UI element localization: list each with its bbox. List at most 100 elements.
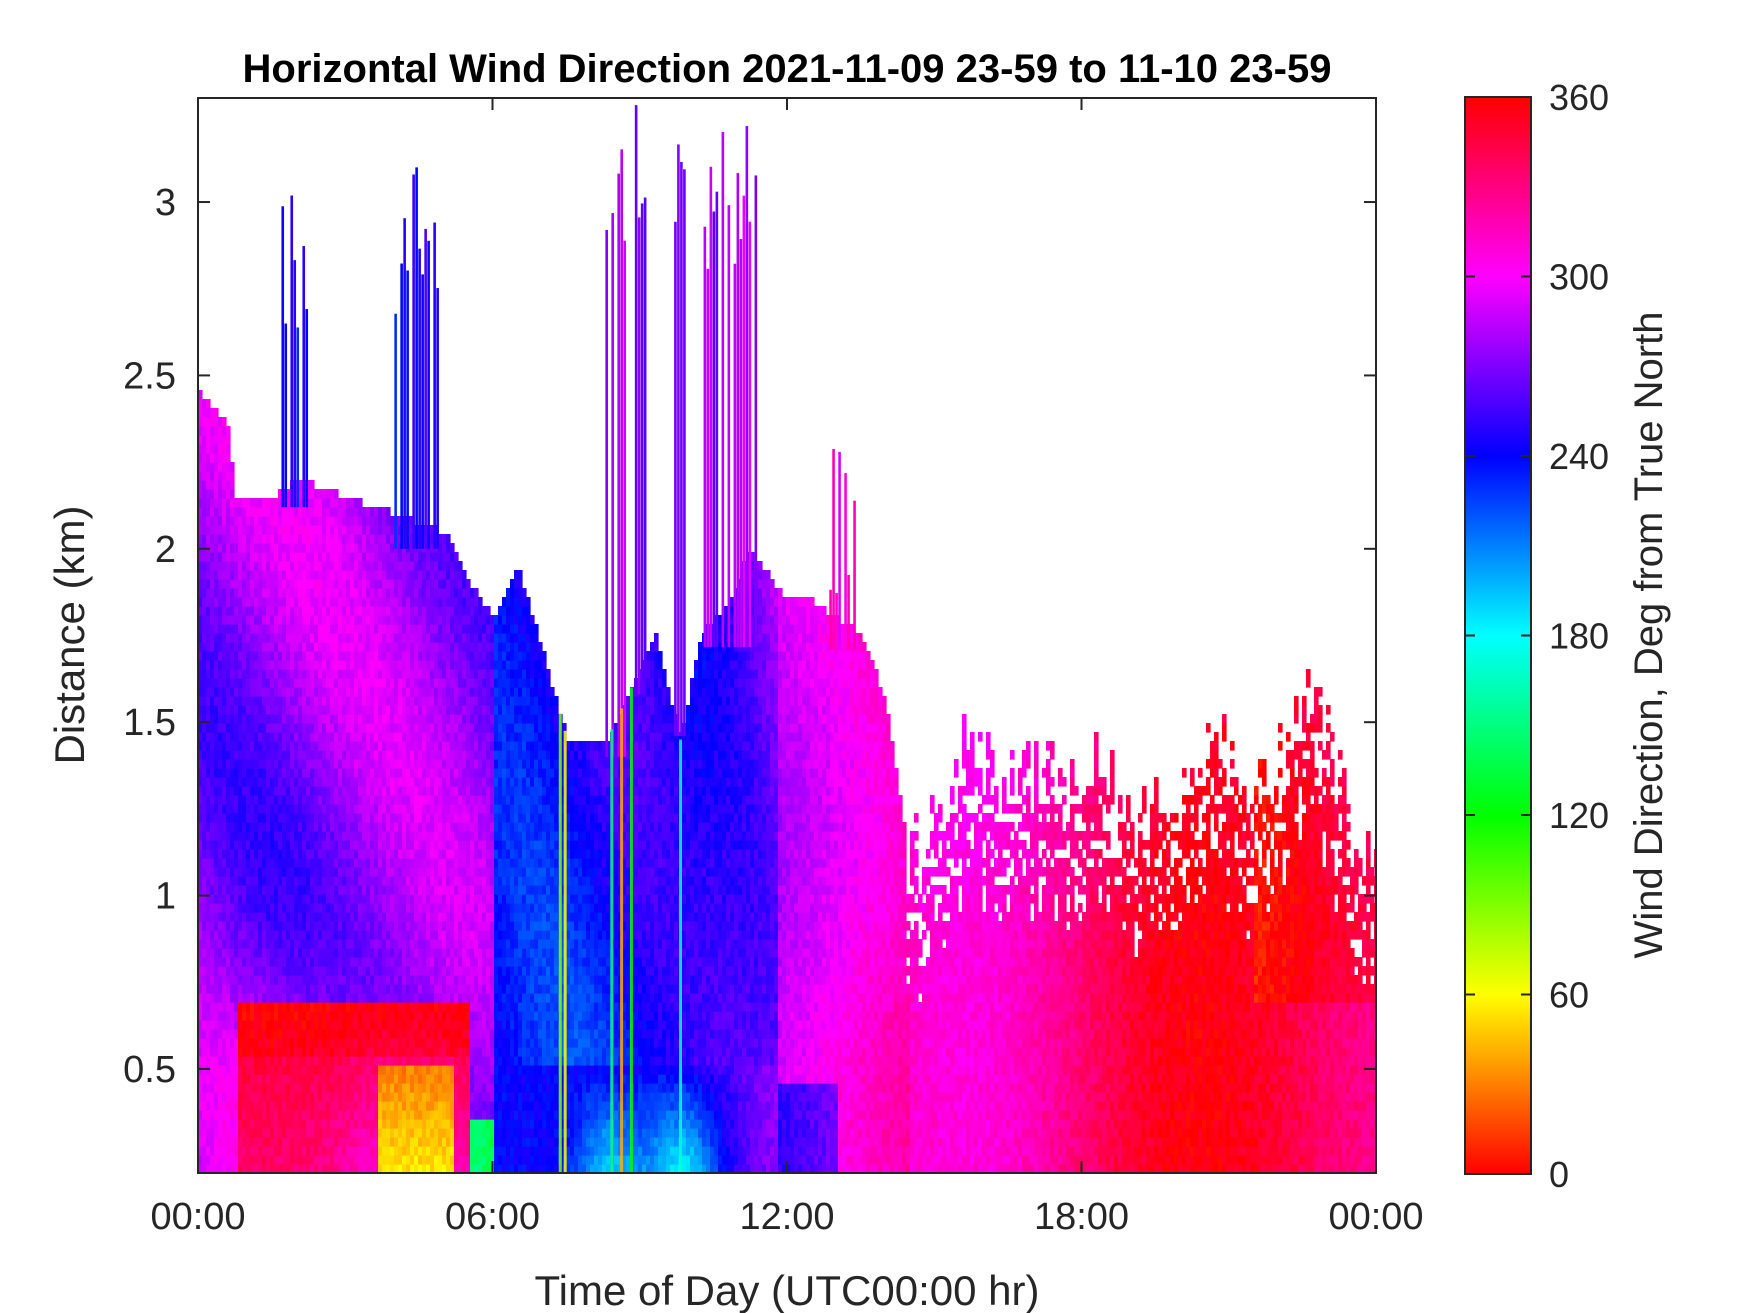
heatmap-cell: [426, 840, 431, 850]
heatmap-cell: [266, 894, 271, 904]
heatmap-cell: [450, 651, 455, 661]
heatmap-cell: [294, 1011, 299, 1021]
heatmap-cell: [286, 957, 291, 967]
heatmap-cell: [442, 624, 447, 634]
heatmap-cell: [374, 858, 379, 868]
heatmap-cell: [226, 615, 231, 625]
heatmap-cell: [358, 534, 363, 544]
heatmap-cell: [390, 759, 395, 769]
heatmap-cell: [338, 984, 343, 994]
heatmap-cell: [258, 948, 263, 958]
heatmap-cell: [258, 507, 263, 517]
heatmap-cell: [282, 939, 287, 949]
heatmap-cell: [414, 930, 419, 940]
heatmap-cell: [366, 948, 371, 958]
heatmap-cell: [370, 858, 375, 868]
heatmap-cell: [370, 534, 375, 544]
heatmap-cell: [418, 687, 423, 697]
heatmap-cell: [378, 642, 383, 652]
heatmap-cell: [230, 1110, 235, 1120]
heatmap-cell: [438, 615, 443, 625]
heatmap-cell: [330, 786, 335, 796]
heatmap-cell: [322, 912, 327, 922]
heatmap-cell: [258, 831, 263, 841]
heatmap-cell: [450, 867, 455, 877]
heatmap-cell: [306, 822, 311, 832]
heatmap-cell: [362, 723, 367, 733]
heatmap-cell: [222, 741, 227, 751]
heatmap-cell: [242, 966, 247, 976]
heatmap-cell: [378, 1002, 383, 1012]
heatmap-cell: [430, 957, 435, 967]
heatmap-cell: [458, 1038, 463, 1048]
heatmap-cell: [210, 1065, 215, 1075]
heatmap-cell: [338, 1155, 343, 1165]
heatmap-cell: [222, 1146, 227, 1156]
heatmap-cell: [354, 606, 359, 616]
heatmap-cell: [294, 1065, 299, 1075]
heatmap-cell: [386, 1155, 391, 1165]
heatmap-cell: [414, 948, 419, 958]
heatmap-cell: [330, 876, 335, 886]
heatmap-cell: [370, 723, 375, 733]
heatmap-cell: [230, 1029, 235, 1039]
heatmap-cell: [222, 597, 227, 607]
heatmap-cell: [226, 507, 231, 517]
heatmap-cell: [298, 525, 303, 535]
heatmap-cell: [222, 624, 227, 634]
heatmap-cell: [202, 831, 207, 841]
heatmap-cell: [214, 1020, 219, 1030]
heatmap-cell: [258, 993, 263, 1003]
heatmap-cell: [454, 975, 459, 985]
heatmap-cell: [262, 795, 267, 805]
heatmap-cell: [430, 849, 435, 859]
heatmap-cell: [374, 795, 379, 805]
heatmap-cell: [382, 777, 387, 787]
heatmap-cell: [262, 921, 267, 931]
heatmap-cell: [282, 1119, 287, 1129]
heatmap-cell: [266, 651, 271, 661]
heatmap-cell: [354, 525, 359, 535]
heatmap-cell: [294, 1020, 299, 1030]
heatmap-cell: [386, 669, 391, 679]
heatmap-cell: [262, 786, 267, 796]
heatmap-cell: [370, 651, 375, 661]
heatmap-cell: [278, 516, 283, 526]
heatmap-cell: [262, 849, 267, 859]
heatmap-cell: [366, 714, 371, 724]
heatmap-cell: [446, 822, 451, 832]
heatmap-cell: [334, 525, 339, 535]
heatmap-cell: [342, 597, 347, 607]
heatmap-cell: [298, 948, 303, 958]
heatmap-cell: [390, 840, 395, 850]
heatmap-cell: [362, 570, 367, 580]
heatmap-cell: [406, 975, 411, 985]
heatmap-cell: [346, 1101, 351, 1111]
heatmap-cell: [382, 624, 387, 634]
heatmap-cell: [406, 723, 411, 733]
heatmap-cell: [258, 786, 263, 796]
heatmap-cell: [222, 813, 227, 823]
heatmap-cell: [322, 615, 327, 625]
heatmap-cell: [222, 543, 227, 553]
heatmap-cell: [414, 759, 419, 769]
heatmap-cell: [326, 1029, 331, 1039]
heatmap-cell: [262, 651, 267, 661]
heatmap-cell: [242, 624, 247, 634]
heatmap-cell: [358, 822, 363, 832]
heatmap-cell: [434, 1092, 439, 1102]
heatmap-cell: [238, 777, 243, 787]
heatmap-cell: [442, 1038, 447, 1048]
heatmap-cell: [398, 1047, 403, 1057]
heatmap-cell: [230, 750, 235, 760]
heatmap-cell: [238, 849, 243, 859]
heatmap-cell: [398, 552, 403, 562]
heatmap-cell: [394, 795, 399, 805]
heatmap-cell: [306, 723, 311, 733]
heatmap-cell: [458, 750, 463, 760]
heatmap-cell: [414, 1155, 419, 1165]
heatmap-cell: [226, 489, 231, 499]
heatmap-cell: [250, 696, 255, 706]
heatmap-cell: [210, 858, 215, 868]
heatmap-cell: [434, 561, 439, 571]
